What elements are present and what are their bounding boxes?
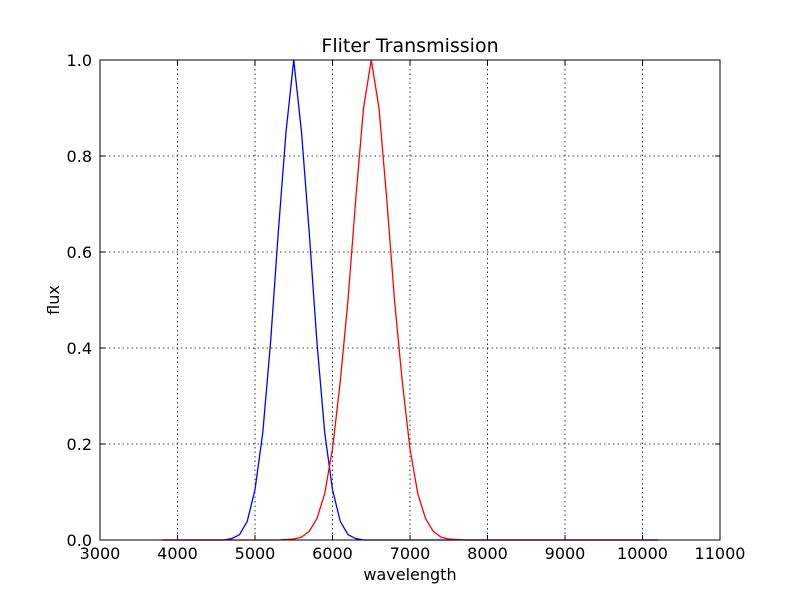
x-tick-labels: 3000 4000 5000 6000 7000 8000 9000 10000 11000 [80,544,746,563]
y-tick-label: 0.8 [67,147,92,166]
x-tick-label: 8000 [467,544,508,563]
y-tick-label: 0.2 [67,435,92,454]
x-tick-label: 6000 [312,544,353,563]
y-tick-label: 0.0 [67,531,92,550]
x-tick-label: 10000 [617,544,668,563]
x-tick-label: 11000 [695,544,746,563]
axis-ticks [99,59,721,541]
grid-lines [100,60,720,540]
y-tick-labels: 0.0 0.2 0.4 0.6 0.8 1.0 [67,51,92,550]
x-tick-label: 3000 [80,544,121,563]
y-axis-label: flux [44,285,63,315]
y-tick-label: 0.6 [67,243,92,262]
x-tick-label: 4000 [157,544,198,563]
y-tick-label: 0.4 [67,339,92,358]
chart-title: Fliter Transmission [321,35,498,57]
x-axis-label: wavelength [363,565,456,584]
x-tick-label: 9000 [545,544,586,563]
x-tick-label: 5000 [235,544,276,563]
y-tick-label: 1.0 [67,51,92,70]
x-tick-label: 7000 [390,544,431,563]
